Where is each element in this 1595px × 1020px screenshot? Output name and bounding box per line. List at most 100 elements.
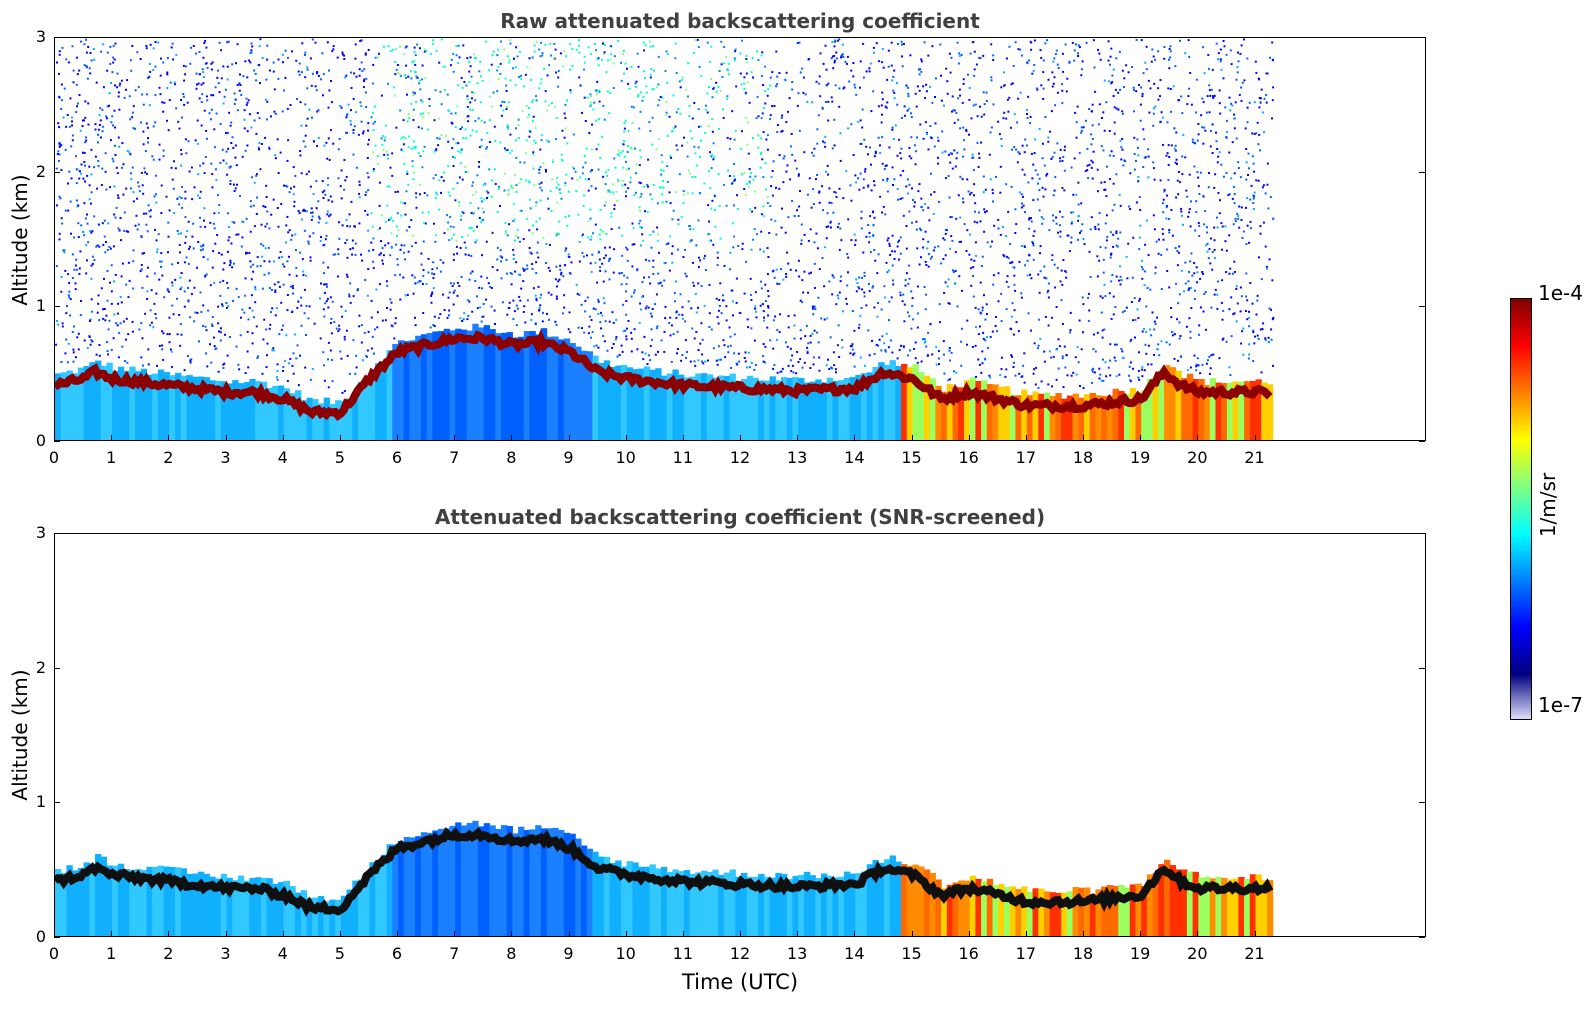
noise-pixel — [638, 209, 641, 212]
noise-pixel — [982, 175, 985, 178]
noise-pixel — [587, 219, 590, 222]
noise-pixel — [1270, 308, 1272, 311]
noise-pixel — [1018, 372, 1021, 375]
noise-pixel — [86, 213, 88, 216]
noise-pixel — [905, 272, 908, 275]
noise-pixel — [216, 234, 219, 236]
noise-pixel — [836, 294, 839, 297]
noise-pixel — [71, 139, 74, 142]
noise-pixel — [744, 92, 747, 95]
noise-pixel — [1079, 231, 1081, 234]
noise-pixel — [1237, 167, 1240, 169]
noise-pixel — [991, 240, 993, 243]
noise-pixel — [560, 158, 563, 161]
noise-pixel — [326, 41, 329, 44]
noise-pixel — [302, 274, 305, 276]
noise-pixel — [830, 96, 833, 99]
noise-pixel — [225, 132, 227, 134]
noise-pixel — [416, 43, 419, 46]
noise-pixel — [1264, 245, 1267, 248]
noise-pixel — [622, 166, 625, 169]
noise-pixel — [775, 50, 778, 53]
noise-pixel — [447, 164, 450, 167]
noise-pixel — [791, 153, 794, 156]
noise-pixel — [1257, 143, 1260, 146]
noise-pixel — [592, 307, 595, 310]
noise-pixel — [862, 76, 865, 79]
noise-pixel — [564, 181, 567, 184]
noise-pixel — [462, 137, 465, 140]
noise-pixel — [119, 217, 122, 219]
noise-pixel — [961, 178, 964, 181]
noise-pixel — [286, 215, 289, 218]
noise-pixel — [1012, 366, 1015, 368]
noise-pixel — [523, 161, 526, 164]
noise-pixel — [945, 67, 948, 70]
noise-pixel — [90, 298, 93, 301]
noise-pixel — [603, 204, 606, 207]
noise-pixel — [1112, 182, 1115, 185]
noise-pixel — [1201, 363, 1204, 366]
noise-pixel — [855, 290, 858, 293]
noise-pixel — [380, 94, 383, 97]
noise-pixel — [219, 339, 222, 342]
noise-pixel — [199, 216, 201, 219]
noise-pixel — [873, 249, 876, 251]
noise-pixel — [612, 271, 615, 274]
noise-pixel — [899, 291, 902, 294]
noise-pixel — [1267, 336, 1270, 339]
noise-pixel — [844, 60, 847, 63]
noise-pixel — [229, 259, 232, 262]
noise-pixel — [304, 209, 306, 212]
noise-pixel — [1114, 359, 1117, 362]
noise-pixel — [140, 235, 143, 237]
noise-pixel — [158, 158, 161, 161]
noise-pixel — [924, 203, 927, 206]
noise-pixel — [305, 124, 308, 127]
noise-pixel — [132, 200, 135, 203]
noise-pixel — [551, 161, 554, 164]
noise-pixel — [678, 313, 681, 316]
noise-pixel — [407, 75, 410, 78]
noise-pixel — [344, 179, 347, 182]
aerosol-column — [901, 363, 908, 440]
noise-pixel — [532, 167, 535, 170]
noise-pixel — [681, 144, 684, 147]
aerosol-column — [489, 329, 496, 440]
noise-pixel — [841, 339, 844, 342]
noise-pixel — [421, 283, 424, 285]
noise-pixel — [816, 142, 819, 145]
noise-pixel — [79, 129, 82, 132]
noise-pixel — [1205, 111, 1208, 114]
noise-pixel — [843, 86, 846, 89]
noise-pixel — [1183, 290, 1186, 293]
noise-pixel — [232, 300, 234, 302]
noise-pixel — [421, 116, 424, 119]
noise-pixel — [760, 117, 763, 120]
noise-pixel — [862, 178, 865, 181]
noise-pixel — [237, 363, 240, 366]
noise-pixel — [967, 73, 969, 76]
noise-pixel — [609, 58, 612, 61]
noise-pixel — [451, 147, 454, 150]
aerosol-column — [632, 369, 639, 440]
noise-pixel — [300, 324, 303, 327]
noise-pixel — [946, 92, 949, 95]
aerosol-column — [169, 375, 176, 440]
noise-pixel — [1159, 79, 1162, 81]
noise-pixel — [924, 97, 927, 100]
noise-pixel — [948, 302, 951, 305]
noise-pixel — [888, 244, 891, 247]
noise-pixel — [808, 272, 811, 275]
noise-pixel — [461, 236, 464, 239]
noise-pixel — [970, 284, 973, 287]
noise-pixel — [937, 350, 940, 353]
noise-pixel — [460, 218, 463, 221]
noise-pixel — [473, 92, 476, 94]
noise-pixel — [1111, 274, 1114, 276]
noise-pixel — [350, 109, 352, 112]
noise-pixel — [475, 130, 478, 133]
noise-pixel — [544, 168, 547, 171]
noise-pixel — [214, 86, 217, 89]
noise-pixel — [590, 319, 593, 321]
